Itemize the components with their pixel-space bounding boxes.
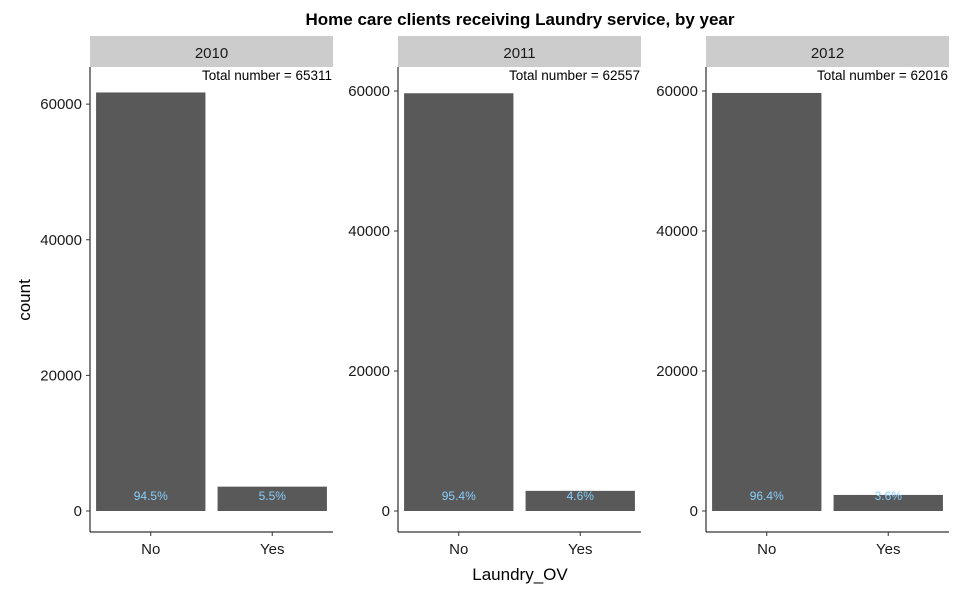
- x-tick-label: No: [141, 541, 160, 558]
- facet-panel-2012: 2012 0 20000 40000 60000 No 96.4% Yes 3.6% Total …: [656, 36, 949, 558]
- y-tick-label: 0: [690, 503, 698, 520]
- total-number-label: Total number = 65311: [202, 68, 332, 83]
- y-tick-label: 60000: [656, 83, 698, 100]
- total-number-label: Total number = 62557: [509, 68, 640, 83]
- y-tick-label: 40000: [656, 223, 698, 240]
- bar-2012-no: [712, 92, 822, 512]
- total-number-label: Total number = 62016: [817, 68, 948, 83]
- x-tick-label: No: [449, 541, 468, 558]
- percent-label: 4.6%: [567, 489, 595, 503]
- y-tick-label: 20000: [656, 363, 698, 380]
- bar-2010-yes: [217, 486, 327, 511]
- x-tick-label: Yes: [568, 541, 592, 558]
- facet-strip-label: 2011: [503, 45, 535, 62]
- y-tick-label: 20000: [40, 367, 82, 384]
- y-axis-title: count: [15, 279, 34, 321]
- bar-2011-no: [404, 93, 514, 511]
- bar-2012-yes: [833, 494, 943, 511]
- facet-strip-label: 2012: [811, 45, 844, 62]
- percent-label: 95.4%: [442, 489, 476, 503]
- x-tick-label: Yes: [260, 541, 284, 558]
- x-tick-label: Yes: [876, 541, 900, 558]
- percent-label: 94.5%: [134, 489, 168, 503]
- percent-label: 3.6%: [875, 489, 903, 503]
- y-tick-label: 60000: [40, 96, 82, 113]
- y-tick-label: 40000: [40, 232, 82, 249]
- facet-strip: [706, 36, 949, 67]
- x-axis-title: Laundry_OV: [472, 565, 568, 584]
- facet-strip-label: 2010: [195, 45, 228, 62]
- facet-panel-2010: 2010 0 20000 40000 60000 No 94.5% Yes 5.5% Total …: [40, 36, 333, 558]
- facet-strip: [398, 36, 641, 67]
- chart-title: Home care clients receiving Laundry serv…: [306, 10, 735, 29]
- facet-panels: 2010 0 20000 40000 60000 No 94.5% Yes 5.5% Total …: [40, 36, 949, 558]
- y-tick-label: 0: [74, 503, 82, 520]
- bar-2011-yes: [525, 490, 635, 511]
- x-tick-label: No: [757, 541, 776, 558]
- y-tick-label: 40000: [348, 223, 390, 240]
- y-tick-label: 60000: [348, 83, 390, 100]
- percent-label: 5.5%: [259, 489, 287, 503]
- y-tick-label: 0: [382, 503, 390, 520]
- percent-label: 96.4%: [750, 489, 784, 503]
- y-tick-label: 20000: [348, 363, 390, 380]
- facet-panel-2011: 2011 0 20000 40000 60000 No 95.4% Yes 4.6% Total …: [348, 36, 641, 558]
- facet-strip: [90, 36, 333, 67]
- bar-2010-no: [96, 92, 206, 512]
